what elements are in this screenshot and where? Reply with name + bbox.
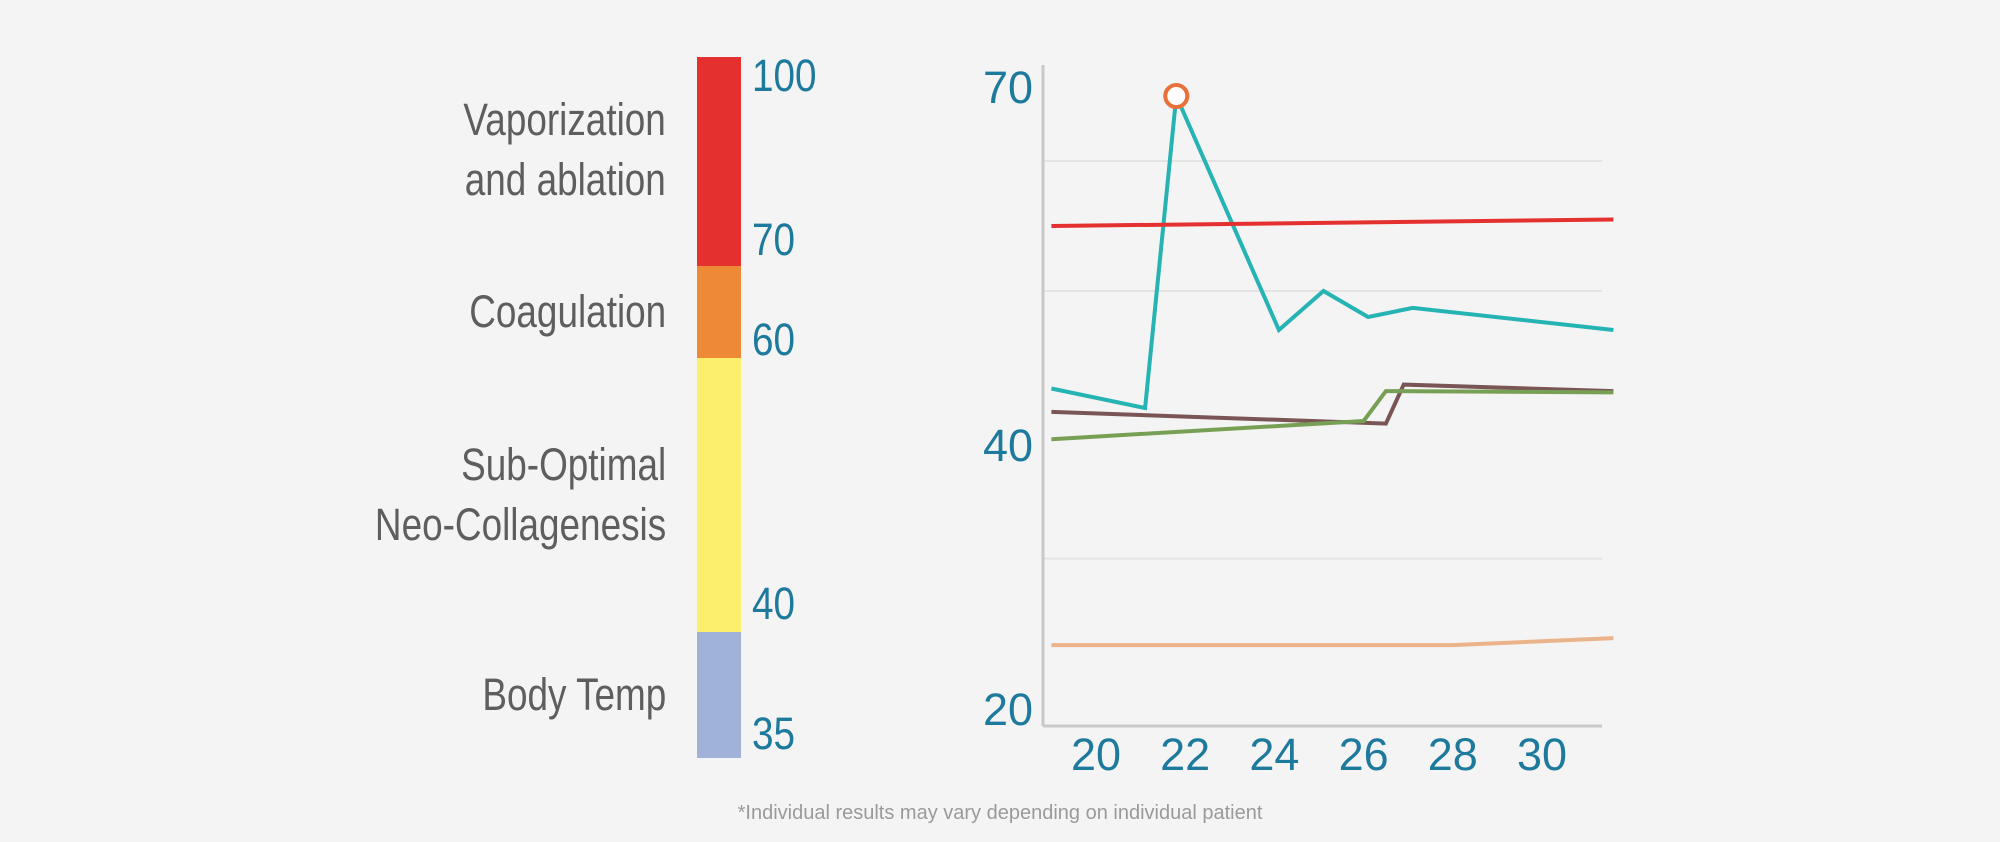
x-tick-label: 30: [1517, 729, 1567, 780]
y-tick-label: 40: [983, 420, 1033, 471]
zone-label-0: Vaporization and ablation: [464, 90, 666, 210]
x-tick-label: 22: [1160, 729, 1210, 780]
series-line-3: [1051, 389, 1614, 442]
scale-tick-label: 60: [752, 314, 796, 365]
x-tick-label: 20: [1071, 729, 1121, 780]
y-tick-label: 20: [983, 684, 1033, 735]
scale-band-1: [697, 266, 741, 358]
peak-marker: [1163, 83, 1190, 109]
series-line-0: [1050, 88, 1614, 411]
scale-tick-label: 70: [752, 214, 796, 265]
zone-label-line: Coagulation: [469, 286, 666, 337]
series-line-2: [1051, 382, 1614, 426]
zone-label-3: Body Temp: [482, 665, 666, 725]
x-tick-label: 24: [1249, 729, 1299, 780]
zone-label-line: Sub-Optimal: [460, 439, 666, 490]
zone-label-2: Sub-Optimal Neo-Collagenesis: [375, 435, 666, 555]
scale-tick-label: 40: [752, 578, 796, 629]
zone-label-line: Neo-Collagenesis: [374, 499, 666, 550]
scale-band-2: [697, 358, 741, 632]
scale-band-3: [697, 632, 741, 758]
x-tick-label: 26: [1339, 729, 1389, 780]
scale-tick-label: 35: [752, 708, 796, 759]
zone-label-line: and ablation: [464, 153, 666, 205]
zone-label-line: Vaporization: [463, 93, 666, 145]
x-tick-label: 28: [1428, 729, 1478, 780]
zone-label-1: Coagulation: [469, 282, 666, 342]
y-tick-label: 70: [983, 62, 1033, 113]
scale-band-0: [697, 57, 741, 266]
zone-label-line: Body Temp: [482, 669, 666, 720]
series-line-4: [1051, 636, 1614, 648]
scale-tick-label: 100: [752, 50, 817, 101]
footnote: *Individual results may vary depending o…: [737, 802, 1263, 824]
series-line-1: [1051, 217, 1614, 228]
